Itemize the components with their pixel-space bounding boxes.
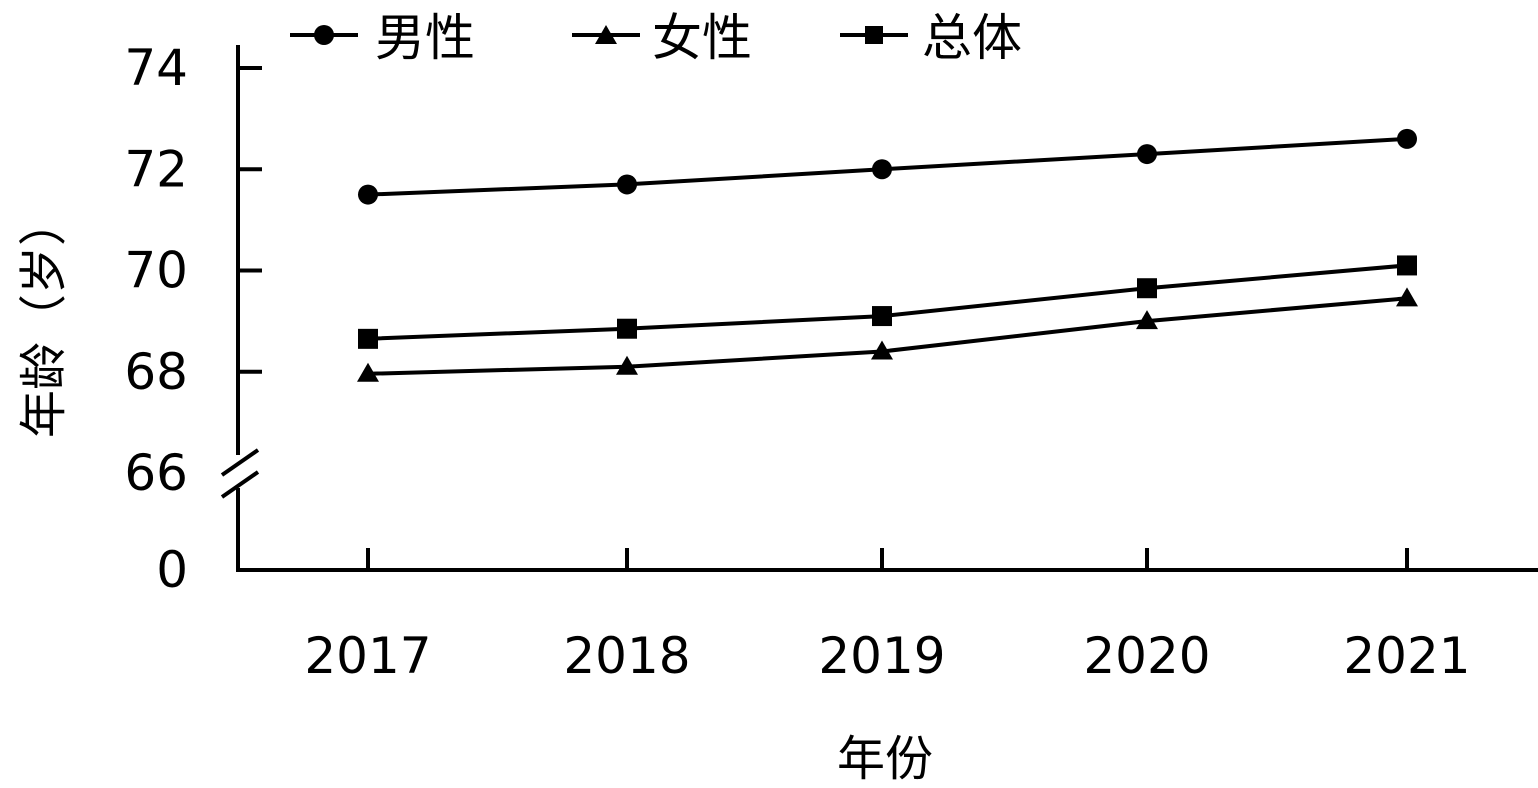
y-tick-label: 74 xyxy=(124,39,188,97)
legend-marker-male xyxy=(314,25,334,45)
y-tick-label: 72 xyxy=(124,140,188,198)
axis-break-mark-bottom xyxy=(220,470,260,499)
legend-label-female: 女性 xyxy=(652,9,752,67)
data-point-total-2019 xyxy=(872,306,892,327)
y-axis-title: 年龄（岁） xyxy=(16,198,72,438)
axes xyxy=(220,45,1538,572)
data-point-total-2021 xyxy=(1397,255,1417,276)
legend-label-total: 总体 xyxy=(922,9,1022,67)
data-point-male-2019 xyxy=(872,159,892,180)
data-point-male-2021 xyxy=(1397,128,1417,149)
series-female xyxy=(357,287,1418,382)
data-point-female-2021 xyxy=(1396,287,1418,307)
x-tick-label: 2020 xyxy=(1083,627,1210,685)
legend-label-male: 男性 xyxy=(375,9,475,67)
legend: 男性 女性 总体 xyxy=(290,9,1022,67)
data-point-male-2018 xyxy=(617,174,637,195)
x-axis-title: 年份 xyxy=(837,731,933,787)
y-tick-label: 66 xyxy=(124,444,188,502)
series-layer xyxy=(357,128,1418,382)
x-tick-label: 2017 xyxy=(304,627,431,685)
data-point-female-2020 xyxy=(1136,310,1158,330)
series-total xyxy=(358,255,1417,349)
y-tick-label: 0 xyxy=(156,541,188,599)
data-point-female-2019 xyxy=(871,340,893,360)
series-male xyxy=(358,128,1417,205)
x-ticks: 2017 2018 2019 2020 2021 xyxy=(304,548,1471,685)
data-point-total-2018 xyxy=(617,318,637,339)
series-line-total xyxy=(367,263,1408,341)
data-point-total-2020 xyxy=(1137,278,1157,299)
legend-marker-female xyxy=(595,25,617,44)
data-point-male-2020 xyxy=(1137,144,1157,165)
x-tick-label: 2019 xyxy=(818,627,945,685)
y-ticks: 0 66 68 70 72 74 xyxy=(124,39,262,599)
x-tick-label: 2018 xyxy=(563,627,690,685)
legend-marker-total xyxy=(865,26,883,44)
data-point-total-2017 xyxy=(358,328,378,349)
y-tick-label: 68 xyxy=(124,343,188,401)
x-tick-label: 2021 xyxy=(1343,627,1470,685)
axis-break-mark-top xyxy=(220,448,260,477)
data-point-female-2018 xyxy=(616,355,638,375)
y-tick-label: 70 xyxy=(124,242,188,300)
data-point-male-2017 xyxy=(358,184,378,205)
data-point-female-2017 xyxy=(357,362,379,382)
